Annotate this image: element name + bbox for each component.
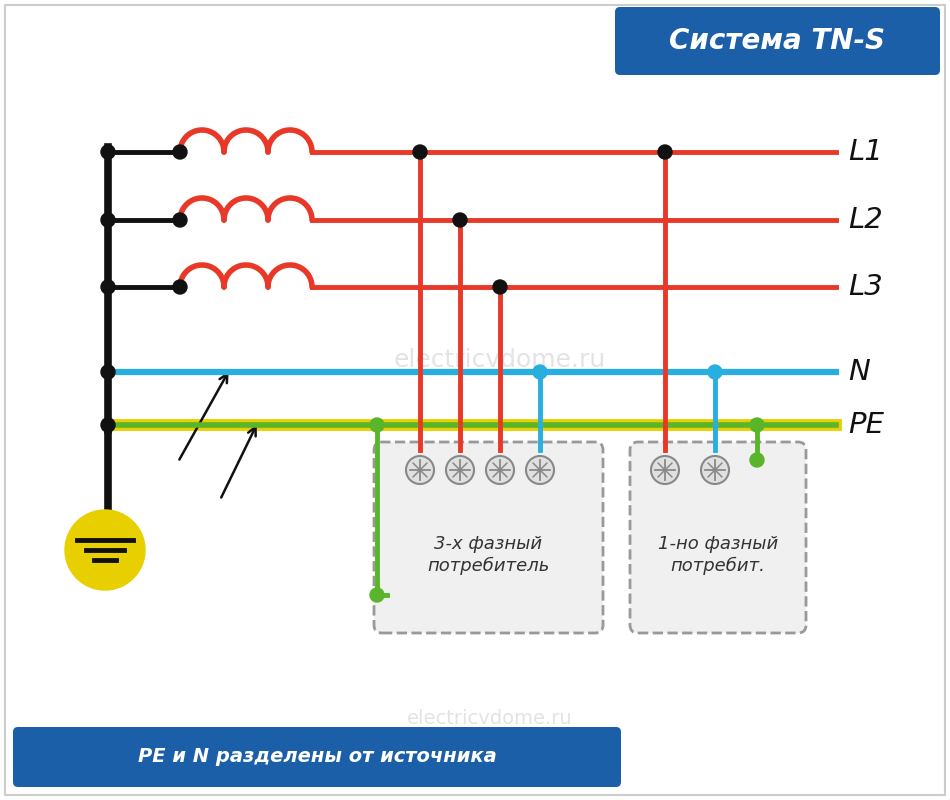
Circle shape [701, 456, 729, 484]
Circle shape [101, 365, 115, 379]
Circle shape [493, 280, 507, 294]
Circle shape [750, 453, 764, 467]
Circle shape [173, 145, 187, 159]
Circle shape [101, 145, 115, 159]
Circle shape [370, 418, 384, 432]
Text: L2: L2 [848, 206, 883, 234]
FancyBboxPatch shape [615, 7, 940, 75]
Text: electricvdome.ru: electricvdome.ru [394, 348, 606, 372]
Circle shape [453, 213, 467, 227]
Circle shape [446, 456, 474, 484]
Circle shape [486, 456, 514, 484]
Text: Система TN-S: Система TN-S [669, 27, 885, 55]
Circle shape [173, 280, 187, 294]
Text: L3: L3 [848, 273, 883, 301]
Circle shape [101, 280, 115, 294]
Circle shape [101, 418, 115, 432]
FancyBboxPatch shape [13, 727, 621, 787]
FancyBboxPatch shape [630, 442, 806, 633]
Circle shape [750, 418, 764, 432]
Text: 1-но фазный
потребит.: 1-но фазный потребит. [657, 535, 778, 574]
Circle shape [65, 510, 145, 590]
Circle shape [658, 145, 672, 159]
Circle shape [173, 213, 187, 227]
Circle shape [370, 588, 384, 602]
Text: РЕ и N разделены от источника: РЕ и N разделены от источника [138, 747, 496, 766]
Text: 3-х фазный
потребитель: 3-х фазный потребитель [428, 535, 550, 574]
Text: N: N [848, 358, 870, 386]
Circle shape [533, 365, 547, 379]
FancyBboxPatch shape [374, 442, 603, 633]
Circle shape [708, 365, 722, 379]
Circle shape [101, 213, 115, 227]
FancyBboxPatch shape [5, 5, 945, 795]
Circle shape [526, 456, 554, 484]
Text: electricvdome.ru: electricvdome.ru [408, 709, 573, 727]
Text: PE: PE [848, 411, 884, 439]
Circle shape [413, 145, 427, 159]
Text: L1: L1 [848, 138, 883, 166]
Circle shape [406, 456, 434, 484]
Circle shape [651, 456, 679, 484]
